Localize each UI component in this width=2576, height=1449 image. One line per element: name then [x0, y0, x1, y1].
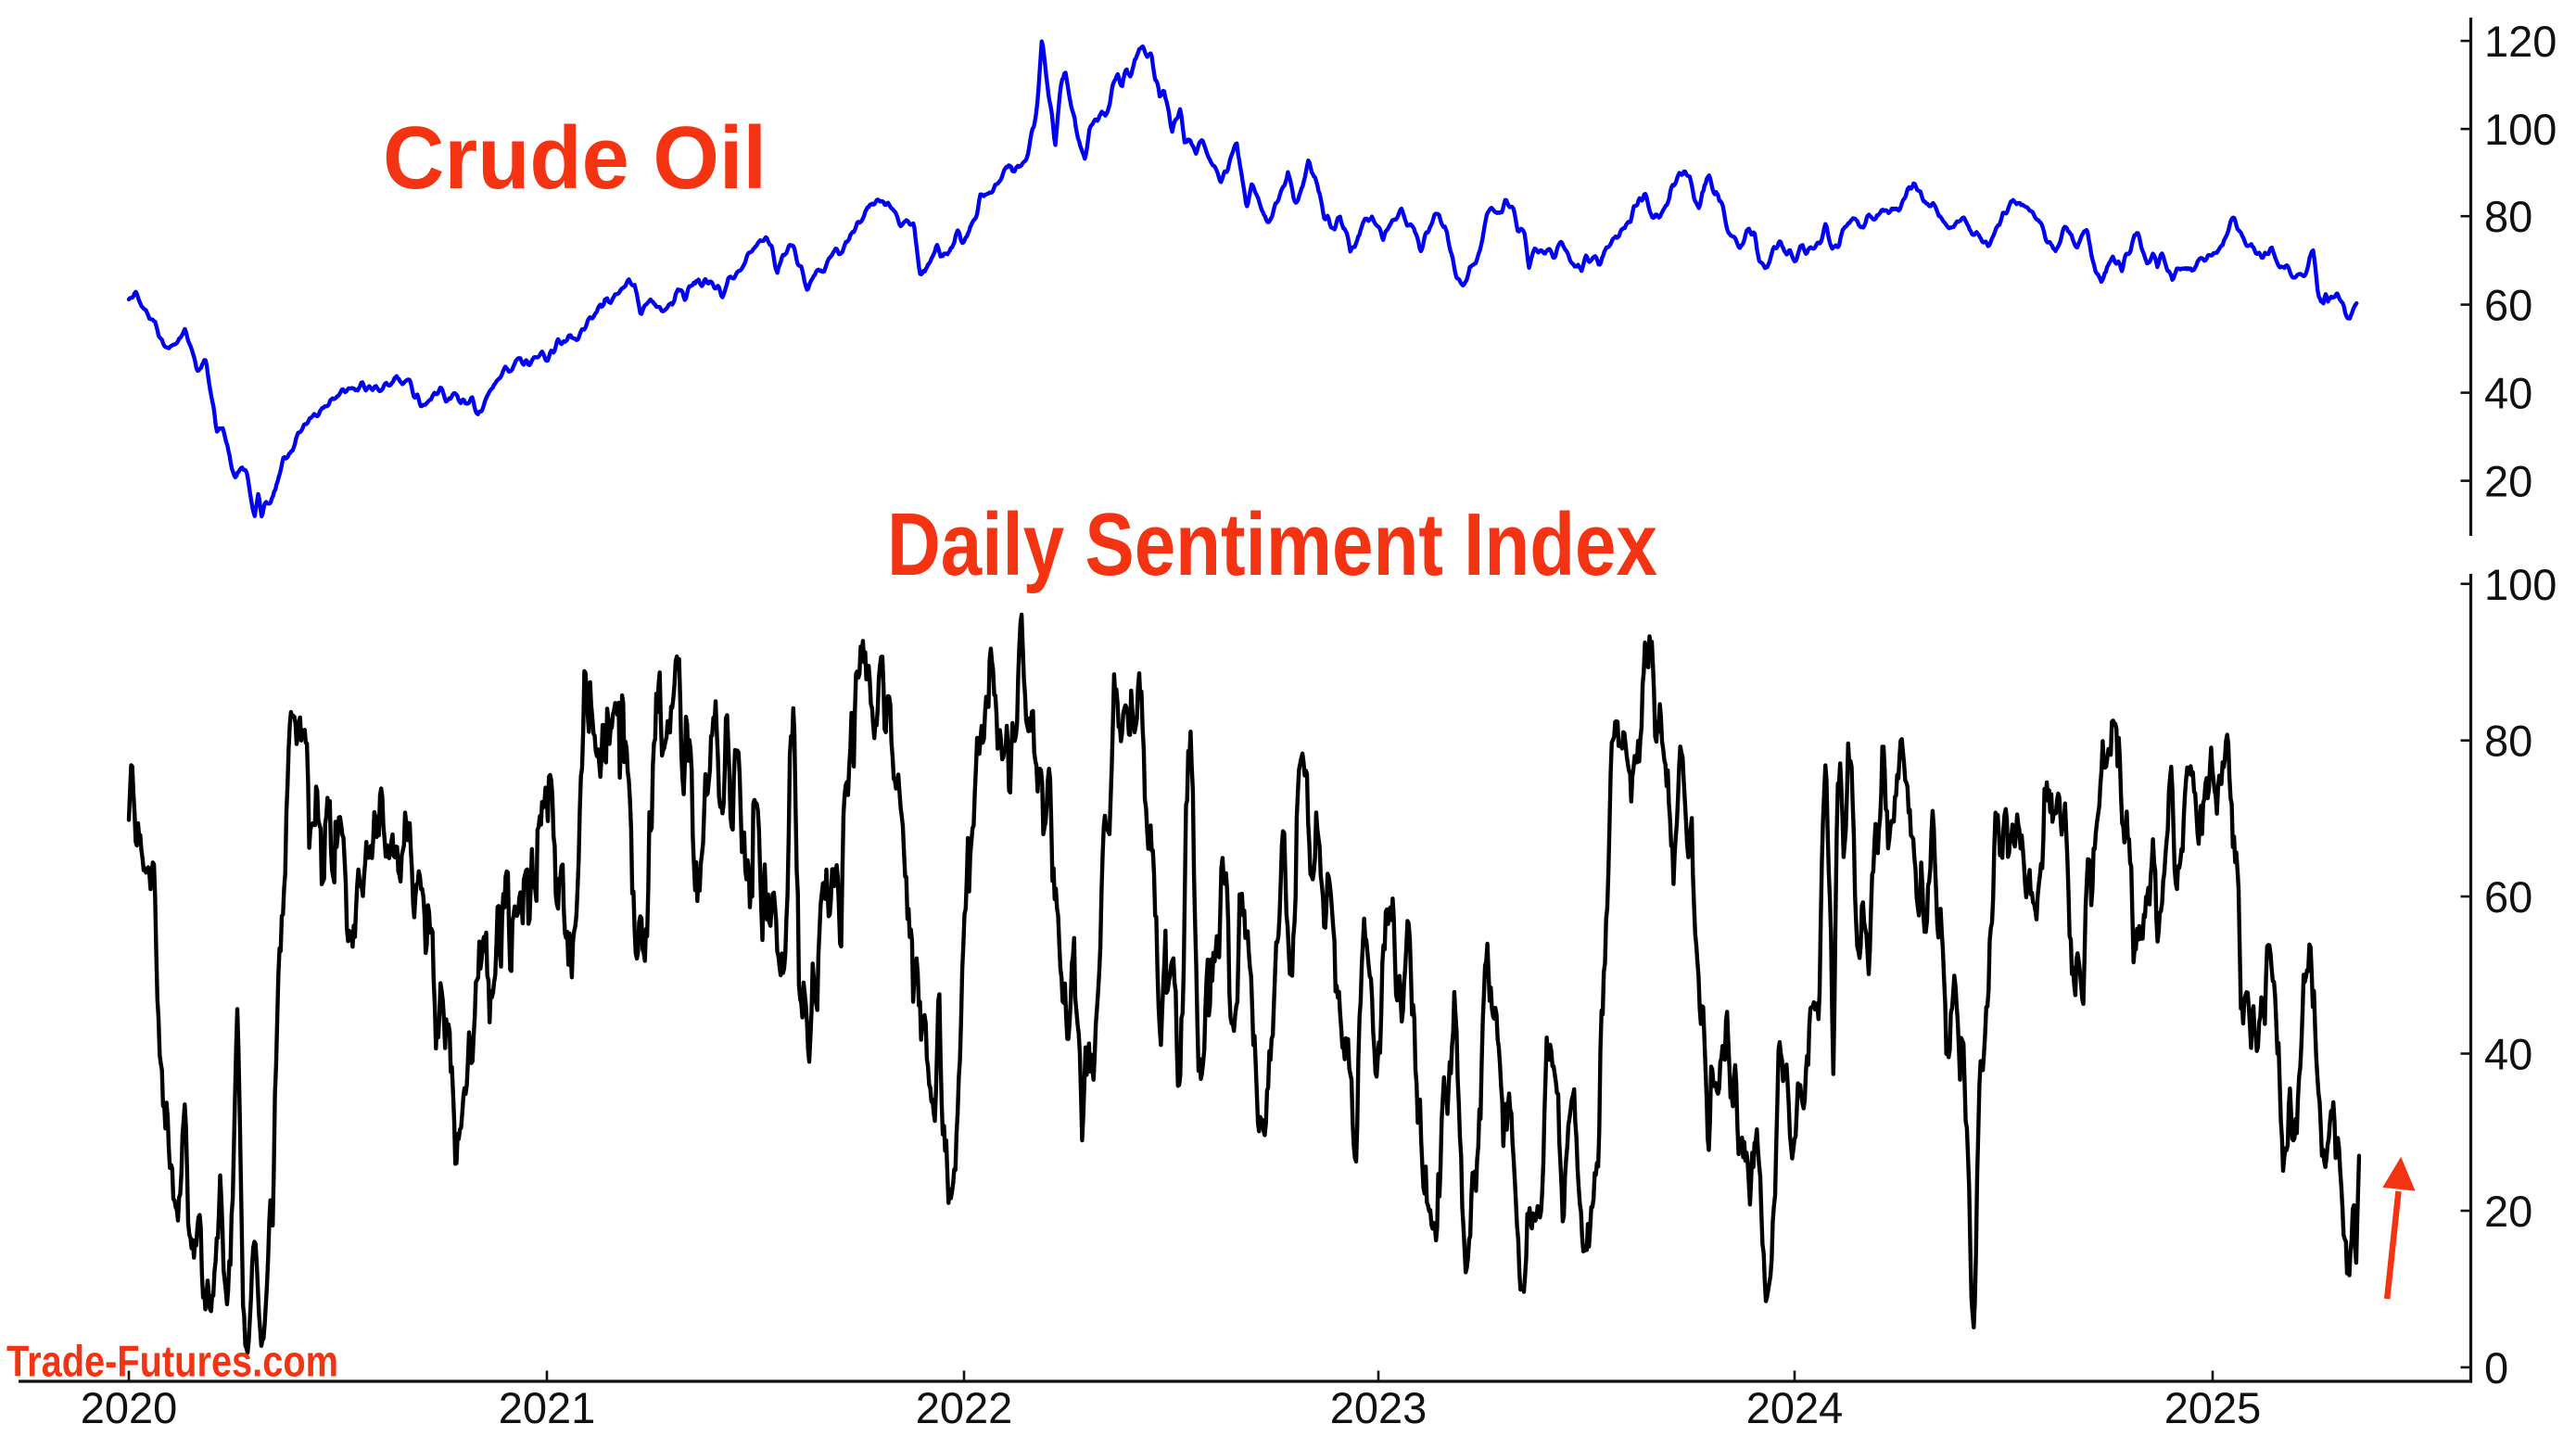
svg-text:100: 100 [2484, 560, 2557, 609]
svg-text:40: 40 [2484, 369, 2532, 418]
svg-text:40: 40 [2484, 1030, 2532, 1079]
svg-text:100: 100 [2484, 105, 2557, 154]
svg-text:Crude Oil: Crude Oil [383, 108, 767, 208]
svg-text:2021: 2021 [499, 1383, 596, 1432]
svg-text:2025: 2025 [2164, 1383, 2262, 1432]
svg-text:2024: 2024 [1746, 1383, 1844, 1432]
svg-text:2023: 2023 [1330, 1383, 1428, 1432]
svg-text:80: 80 [2484, 192, 2532, 241]
svg-text:20: 20 [2484, 1187, 2532, 1236]
svg-text:Trade-Futures.com: Trade-Futures.com [6, 1337, 338, 1386]
svg-text:60: 60 [2484, 872, 2532, 922]
svg-text:120: 120 [2484, 17, 2557, 66]
svg-text:80: 80 [2484, 717, 2532, 766]
svg-text:Daily Sentiment Index: Daily Sentiment Index [887, 495, 1657, 594]
svg-text:2022: 2022 [916, 1383, 1013, 1432]
svg-text:2020: 2020 [81, 1383, 178, 1432]
svg-text:0: 0 [2484, 1343, 2508, 1392]
svg-text:20: 20 [2484, 457, 2532, 506]
svg-text:60: 60 [2484, 281, 2532, 330]
